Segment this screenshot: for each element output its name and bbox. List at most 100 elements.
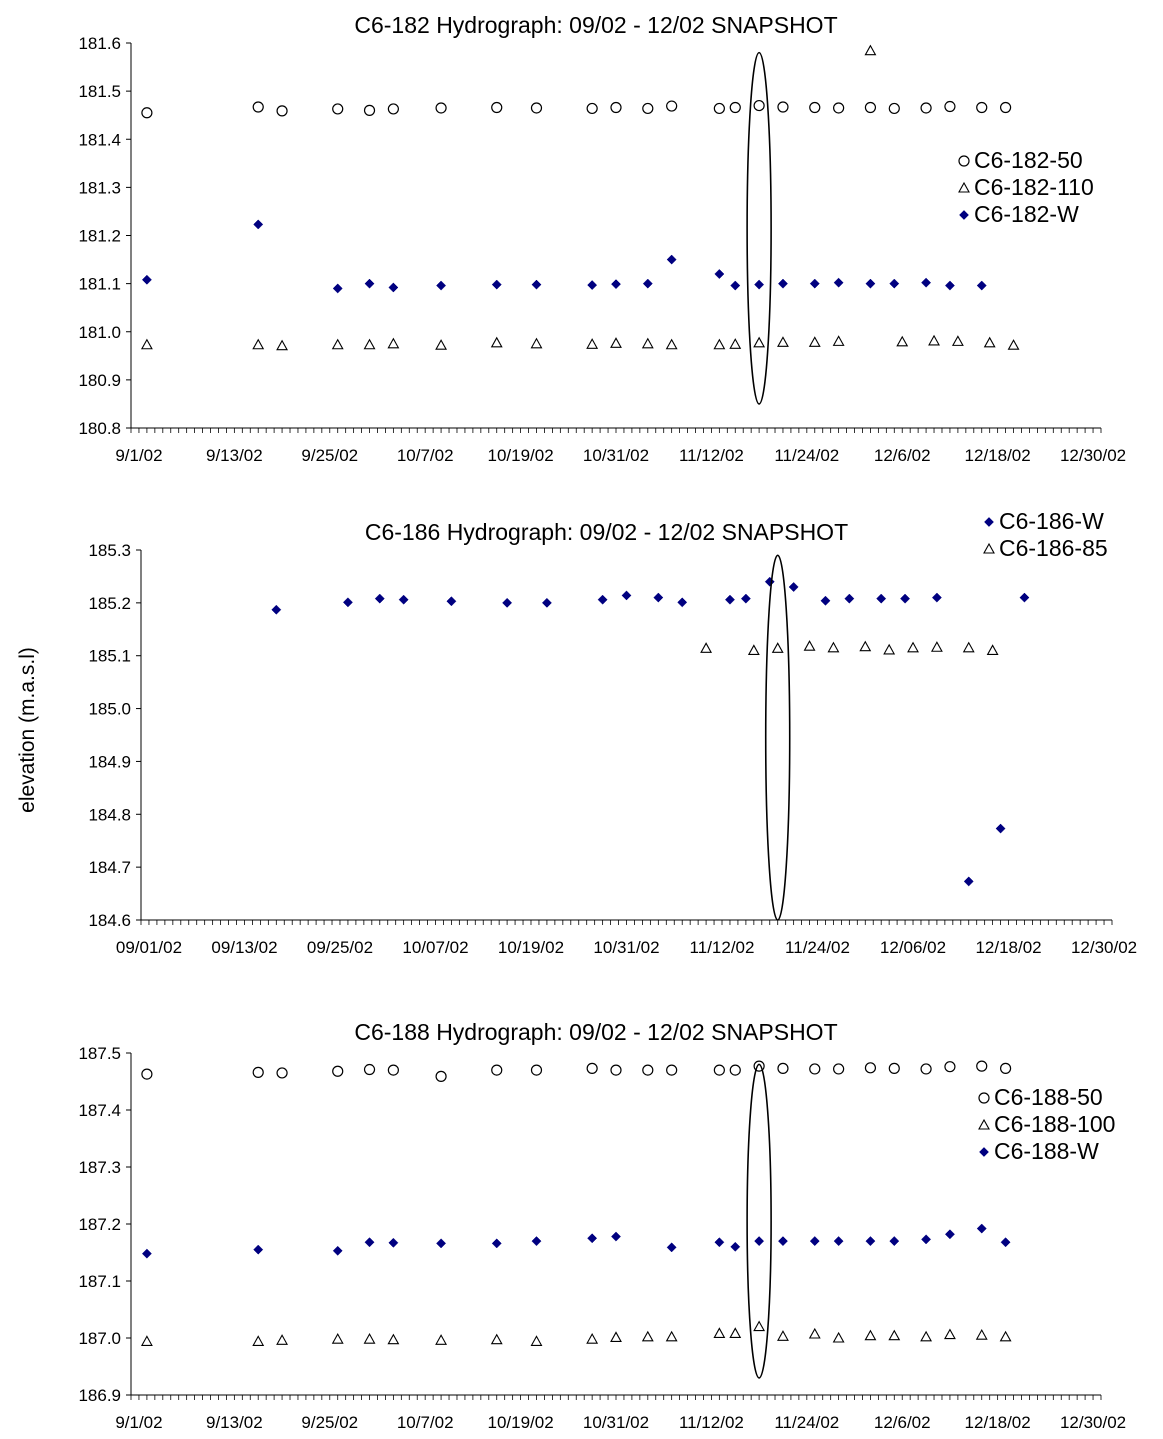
data-point (610, 1331, 622, 1342)
data-point (864, 101, 877, 114)
x-tick-label: 10/7/02 (397, 446, 454, 465)
data-point (531, 279, 542, 290)
data-point (666, 100, 678, 112)
data-point (928, 334, 940, 346)
data-point (332, 1245, 343, 1256)
data-point (747, 644, 760, 655)
y-tick-label: 186.9 (78, 1386, 121, 1405)
y-tick-label: 187.1 (78, 1272, 121, 1291)
data-point (730, 1241, 741, 1252)
x-tick-label: 12/30/02 (1060, 446, 1126, 465)
x-tick-label: 9/25/02 (301, 446, 358, 465)
data-point (398, 594, 409, 605)
data-point (332, 1065, 344, 1077)
data-point (611, 279, 621, 290)
legend-label: C6-182-50 (974, 147, 1083, 173)
data-point (332, 283, 343, 294)
data-point (435, 339, 448, 350)
x-tick-label: 10/07/02 (402, 938, 468, 957)
data-point (944, 1061, 956, 1073)
data-point (541, 597, 552, 608)
data-point (809, 1063, 821, 1075)
data-point (621, 590, 632, 601)
data-point (714, 1237, 725, 1248)
data-point (951, 335, 964, 346)
data-point (888, 102, 900, 115)
x-tick-label: 9/25/02 (301, 1413, 358, 1432)
data-point (587, 1233, 598, 1244)
data-point (1007, 339, 1020, 350)
data-point (777, 101, 789, 113)
data-point (140, 338, 153, 350)
data-point (943, 1328, 956, 1340)
chart-c6-188: C6-188 Hydrograph: 09/02 - 12/02 SNAPSHO… (78, 1019, 1126, 1432)
y-tick-label: 187.0 (78, 1329, 121, 1348)
data-point (713, 102, 725, 115)
x-tick-label: 10/31/02 (583, 446, 649, 465)
data-point (788, 582, 799, 592)
data-point (713, 1064, 725, 1076)
data-point (666, 1064, 678, 1076)
x-tick-label: 09/01/02 (116, 938, 182, 957)
data-point (859, 640, 872, 652)
data-point (363, 104, 376, 116)
data-point (729, 101, 741, 114)
data-point (141, 274, 152, 285)
x-tick-label: 10/19/02 (487, 446, 553, 465)
data-point (586, 1333, 599, 1344)
x-tick-label: 12/6/02 (874, 446, 931, 465)
legend-marker (979, 1147, 989, 1157)
data-point (864, 1329, 877, 1341)
y-tick-label: 187.3 (78, 1158, 121, 1177)
x-tick-label: 9/1/02 (115, 1413, 162, 1432)
legend-label: C6-188-W (994, 1138, 1099, 1164)
data-point (808, 336, 821, 347)
data-point (808, 1327, 821, 1339)
data-point (999, 1062, 1012, 1074)
data-point (729, 1064, 741, 1076)
data-point (921, 277, 932, 288)
data-point (530, 1335, 543, 1346)
y-tick-label: 181.1 (78, 275, 121, 294)
data-point (896, 335, 909, 347)
data-point (764, 576, 775, 587)
data-point (771, 642, 784, 653)
data-point (140, 1335, 153, 1346)
data-point (809, 278, 820, 289)
legend-marker (983, 542, 995, 554)
data-point (907, 641, 919, 653)
y-tick-label: 181.2 (78, 227, 121, 246)
data-point (642, 102, 654, 115)
data-point (530, 337, 543, 349)
x-tick-label: 9/13/02 (206, 446, 263, 465)
data-point (777, 336, 789, 347)
data-point (641, 1330, 654, 1342)
data-point (435, 102, 447, 114)
data-point (753, 1320, 766, 1332)
data-point (754, 279, 765, 290)
y-tick-label: 184.6 (88, 911, 131, 930)
data-point (976, 280, 987, 291)
data-point (276, 1067, 288, 1079)
legend-marker (978, 1118, 990, 1130)
legend-label: C6-186-85 (999, 535, 1108, 561)
data-point (436, 1238, 447, 1249)
x-tick-label: 09/13/02 (211, 938, 277, 957)
data-point (833, 277, 844, 288)
y-tick-label: 184.7 (88, 858, 131, 877)
y-tick-label: 187.4 (78, 1101, 121, 1120)
data-point (530, 102, 543, 114)
data-point (276, 105, 288, 117)
data-point (610, 1064, 622, 1076)
data-point (252, 1066, 264, 1078)
y-tick-label: 187.2 (78, 1215, 121, 1234)
data-point (387, 337, 400, 349)
data-point (387, 103, 399, 115)
data-point (491, 1064, 503, 1076)
data-point (666, 254, 677, 265)
data-point (446, 596, 457, 607)
y-tick-label: 181.3 (78, 178, 121, 197)
x-tick-label: 11/12/02 (679, 446, 744, 465)
data-point (342, 597, 353, 608)
